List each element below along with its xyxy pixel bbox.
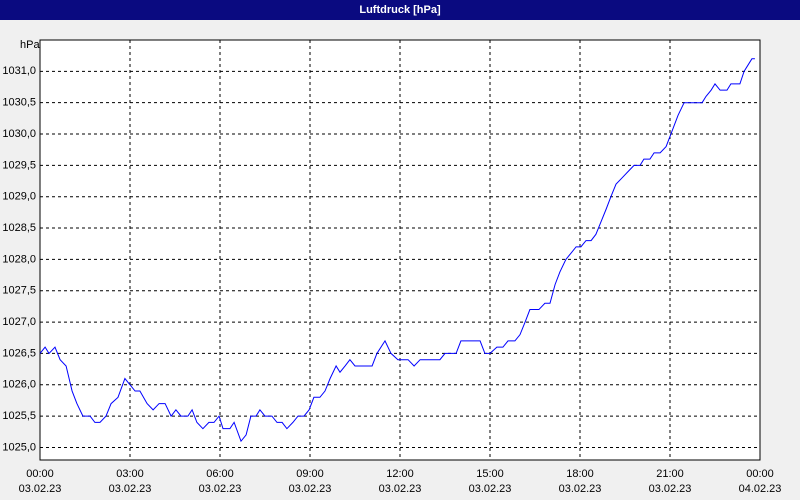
y-tick-label: 1025,5 [2,410,36,422]
x-tick-date: 03.02.23 [289,483,332,495]
x-tick-date: 03.02.23 [559,483,602,495]
x-tick-label: 00:00 [746,468,774,480]
x-tick-label: 06:00 [206,468,234,480]
x-tick-label: 09:00 [296,468,324,480]
y-tick-label: 1027,5 [2,285,36,297]
y-tick-label: 1031,0 [2,65,36,77]
x-tick-label: 03:00 [116,468,144,480]
y-tick-label: 1027,0 [2,316,36,328]
x-tick-date: 03.02.23 [649,483,692,495]
x-tick-date: 03.02.23 [109,483,152,495]
x-tick-date: 03.02.23 [199,483,242,495]
plot-border [39,39,761,461]
x-tick-date: 03.02.23 [469,483,512,495]
x-tick-label: 00:00 [26,468,54,480]
pressure-line [39,58,755,443]
x-tick-date: 04.02.23 [739,483,782,495]
x-tick-label: 15:00 [476,468,504,480]
x-tick-label: 18:00 [566,468,594,480]
y-tick-label: 1028,0 [2,253,36,265]
y-tick-label: 1026,0 [2,379,36,391]
chart-title: Luftdruck [hPa] [359,4,441,16]
y-tick-label: 1030,0 [2,128,36,140]
y-tick-label: 1029,5 [2,159,36,171]
x-tick-label: 21:00 [656,468,684,480]
x-tick-label: 12:00 [386,468,414,480]
x-tick-date: 03.02.23 [19,483,62,495]
y-tick-label: 1030,5 [2,97,36,109]
y-tick-label: 1029,0 [2,191,36,203]
y-tick-label: 1025,0 [2,441,36,453]
title-bar [0,0,800,20]
x-tick-date: 03.02.23 [379,483,422,495]
y-unit: hPa [20,39,40,51]
y-tick-label: 1028,5 [2,222,36,234]
y-tick-label: 1026,5 [2,347,36,359]
